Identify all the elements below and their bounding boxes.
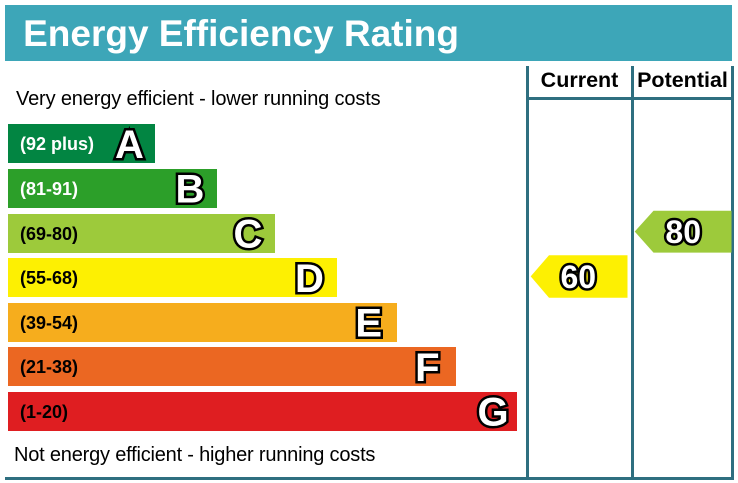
svg-text:80: 80 xyxy=(665,214,701,250)
svg-text:F: F xyxy=(415,346,439,390)
svg-text:B: B xyxy=(175,168,204,212)
svg-text:C: C xyxy=(233,212,262,256)
svg-text:E: E xyxy=(355,302,382,346)
svg-text:G: G xyxy=(477,391,508,435)
svg-text:A: A xyxy=(115,123,144,167)
svg-text:D: D xyxy=(295,257,324,301)
svg-text:60: 60 xyxy=(561,259,597,295)
